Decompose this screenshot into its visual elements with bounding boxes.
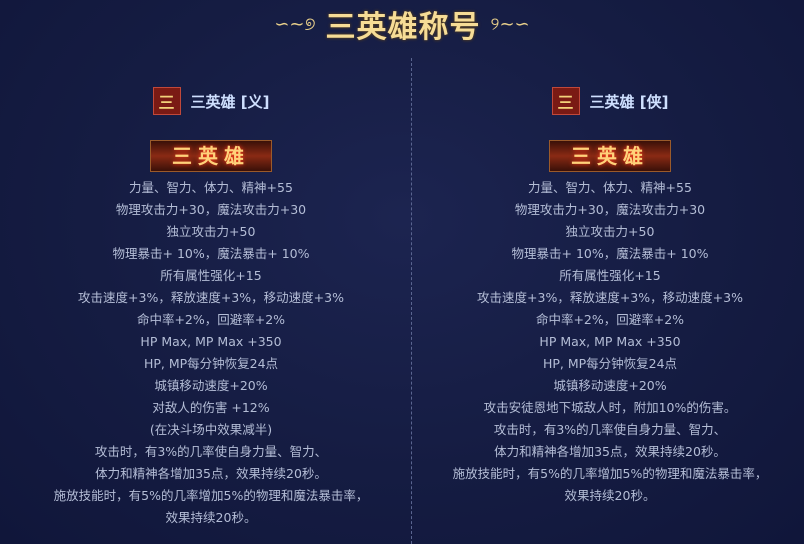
page-title-bar: ∽~୭ 三英雄称号 ୨~∽ — [0, 2, 804, 46]
title-card-xia: 三 三英雄 [侠] 三英雄 力量、智力、体力、精神+55 物理攻击力+30，魔法攻… — [410, 86, 804, 507]
attribute-list: 力量、智力、体力、精神+55 物理攻击力+30，魔法攻击力+30 独立攻击力+50 物… — [410, 177, 804, 507]
attribute-line: 独立攻击力+50 — [565, 224, 655, 239]
attribute-line: 独立攻击力+50 — [166, 224, 256, 239]
attribute-line: HP, MP每分钟恢复24点 — [143, 356, 279, 371]
attribute-list: 力量、智力、体力、精神+55 物理攻击力+30，魔法攻击力+30 独立攻击力+50 物… — [11, 177, 411, 529]
attribute-line: 城镇移动速度+20% — [553, 378, 667, 393]
attribute-line: 施放技能时，有5%的几率增加5%的物理和魔法暴击率， — [53, 488, 369, 503]
title-banner-image: 三英雄 — [150, 140, 272, 172]
column-divider — [411, 58, 412, 544]
attribute-line: (在决斗场中效果减半) — [149, 422, 273, 437]
attribute-line: 命中率+2%，回避率+2% — [535, 312, 685, 327]
page-title: 三英雄称号 — [325, 10, 481, 45]
attribute-line: 力量、智力、体力、精神+55 — [129, 180, 293, 195]
title-banner-image: 三英雄 — [549, 140, 671, 172]
attribute-line: 攻击时，有3%的几率使自身力量、智力、 — [493, 422, 727, 437]
scroll-ornament-left-icon: ∽~୭ — [274, 13, 316, 35]
title-badge-icon: 三 — [152, 87, 181, 115]
attribute-line: 效果持续20秒。 — [165, 510, 257, 525]
attribute-line: 攻击安徒恩地下城敌人时，附加10%的伤害。 — [483, 400, 737, 415]
attribute-line: 命中率+2%，回避率+2% — [136, 312, 286, 327]
attribute-line: 物理暴击+ 10%，魔法暴击+ 10% — [112, 246, 310, 261]
scroll-ornament-right-icon: ୨~∽ — [490, 13, 530, 35]
attribute-line: HP, MP每分钟恢复24点 — [542, 356, 678, 371]
attribute-line: 力量、智力、体力、精神+55 — [528, 180, 692, 195]
attribute-line: 物理攻击力+30，魔法攻击力+30 — [514, 202, 706, 217]
title-name: 三英雄 [侠] — [589, 92, 669, 111]
attribute-line: HP Max, MP Max +350 — [539, 334, 681, 349]
attribute-line: 物理攻击力+30，魔法攻击力+30 — [115, 202, 307, 217]
attribute-line: 物理暴击+ 10%，魔法暴击+ 10% — [511, 246, 709, 261]
attribute-line: 攻击速度+3%，释放速度+3%，移动速度+3% — [78, 290, 344, 305]
attribute-line: 城镇移动速度+20% — [154, 378, 268, 393]
title-card-yi: 三 三英雄 [义] 三英雄 力量、智力、体力、精神+55 物理攻击力+30，魔法攻… — [11, 86, 411, 529]
attribute-line: 攻击时，有3%的几率使自身力量、智力、 — [94, 444, 328, 459]
attribute-line: 效果持续20秒。 — [564, 488, 656, 503]
attribute-line: 所有属性强化+15 — [160, 268, 262, 283]
title-name: 三英雄 [义] — [190, 92, 270, 111]
attribute-line: 所有属性强化+15 — [559, 268, 661, 283]
attribute-line: 体力和精神各增加35点，效果持续20秒。 — [494, 444, 726, 459]
attribute-line: 施放技能时，有5%的几率增加5%的物理和魔法暴击率， — [452, 466, 768, 481]
title-badge-icon: 三 — [551, 87, 580, 115]
attribute-line: 对敌人的伤害 +12% — [152, 400, 270, 415]
attribute-line: HP Max, MP Max +350 — [140, 334, 282, 349]
attribute-line: 体力和精神各增加35点，效果持续20秒。 — [95, 466, 327, 481]
attribute-line: 攻击速度+3%，释放速度+3%，移动速度+3% — [477, 290, 743, 305]
